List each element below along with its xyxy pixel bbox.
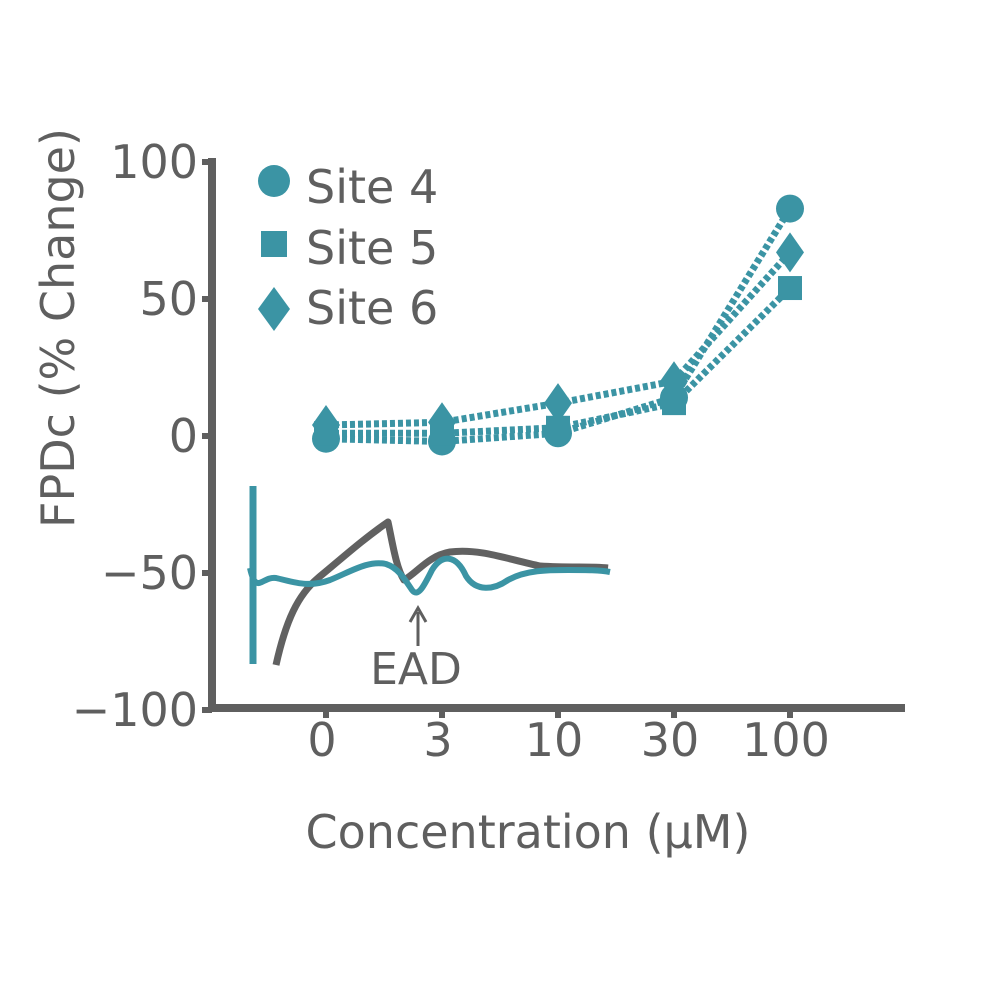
x-tick-label-2: 10 <box>525 713 584 767</box>
x-tick-label-0: 0 <box>307 713 336 767</box>
x-axis-title: Concentration (μM) <box>306 805 751 859</box>
legend-marker-site-5 <box>261 231 287 257</box>
ead-label: EAD <box>370 644 462 695</box>
y-tick-label-2: 0 <box>169 409 198 463</box>
y-tick-label-0: 100 <box>110 135 198 189</box>
y-tick-label-4: −100 <box>72 683 198 737</box>
legend-marker-site-4 <box>258 165 290 197</box>
marker-site-4-100 <box>776 194 804 223</box>
x-tick-label-1: 3 <box>423 713 452 767</box>
marker-site-5-100 <box>778 276 802 301</box>
y-tick-label-1: 50 <box>139 272 198 326</box>
legend: Site 4 Site 5 Site 6 <box>258 160 438 335</box>
x-tick-label-3: 30 <box>641 713 700 767</box>
x-ticks <box>323 708 793 718</box>
y-ticks <box>202 159 212 713</box>
legend-marker-site-6 <box>258 287 290 331</box>
x-tick-labels: 0 3 10 30 100 <box>307 713 830 767</box>
y-tick-label-3: −50 <box>101 546 198 600</box>
waveform-trace-teal <box>247 555 611 596</box>
legend-label-site-4: Site 4 <box>306 160 438 214</box>
y-axis-title: FPDc (% Change) <box>31 128 85 528</box>
legend-label-site-5: Site 5 <box>306 221 438 275</box>
marker-site-6-30 <box>660 361 688 402</box>
marker-site-6-10 <box>544 383 572 424</box>
marker-site-6-0 <box>312 405 340 446</box>
ead-arrow-head <box>408 604 428 623</box>
marker-site-6-100 <box>776 232 804 273</box>
marker-site-6-3 <box>428 402 456 443</box>
x-tick-label-4: 100 <box>742 713 830 767</box>
ead-annotation: EAD <box>370 604 462 695</box>
series-markers <box>312 194 804 456</box>
waveform-inset <box>247 486 611 666</box>
y-tick-labels: 100 50 0 −50 −100 <box>72 135 198 737</box>
legend-label-site-6: Site 6 <box>306 281 438 335</box>
